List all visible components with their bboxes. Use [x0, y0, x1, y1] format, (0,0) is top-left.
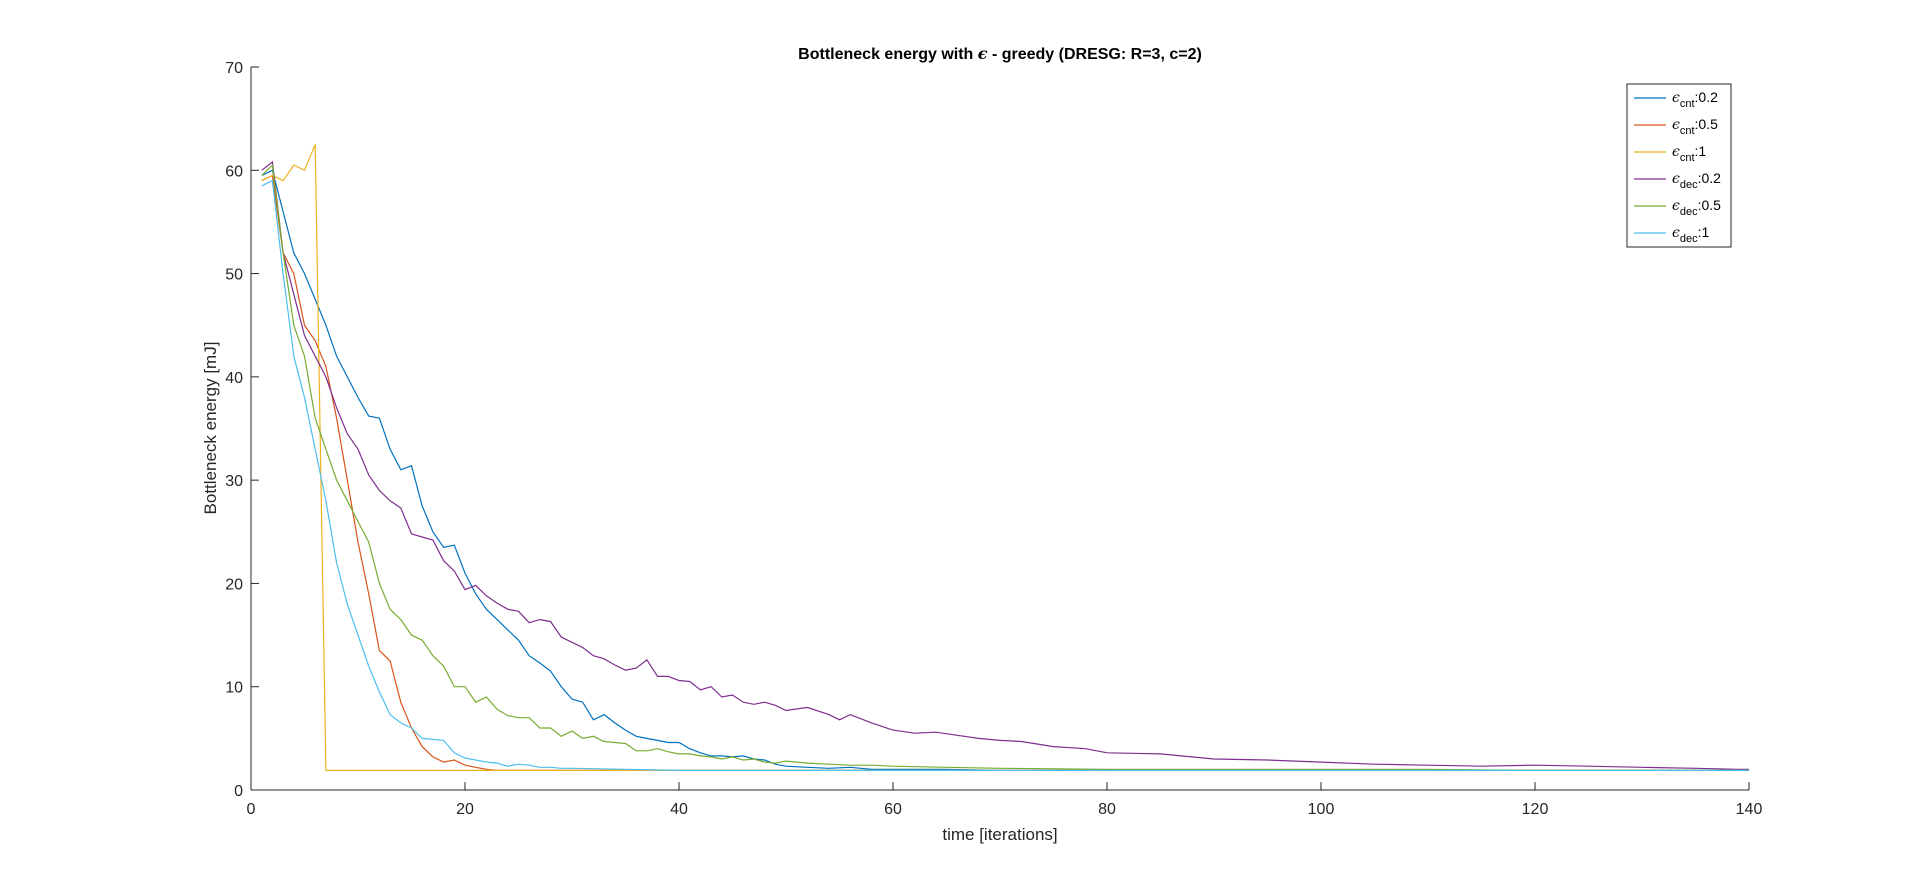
series-line-cnt-0_2 — [261, 169, 1749, 772]
x-tick-label: 120 — [1522, 801, 1549, 818]
x-axis-label: time [iterations] — [942, 825, 1057, 844]
chart-title: Bottleneck energy with ϵ - greedy (DRESG… — [798, 44, 1202, 63]
series-line-dec-0_5 — [261, 163, 1749, 772]
x-tick-label: 0 — [247, 801, 256, 818]
x-tick-label: 80 — [1098, 801, 1116, 818]
y-axis-label: Bottleneck energy [mJ] — [201, 342, 220, 515]
series-line-dec-1 — [261, 179, 1749, 772]
y-tick-label: 20 — [225, 576, 243, 593]
legend-entry: ϵdec:0.2 — [1672, 170, 1721, 191]
y-tick-label: 70 — [225, 60, 243, 77]
legend-entry: ϵcnt:0.2 — [1672, 89, 1718, 110]
series-line-dec-0_2 — [261, 160, 1749, 770]
y-tick-label: 0 — [234, 783, 243, 800]
y-tick-label: 50 — [225, 267, 243, 284]
plot-lines — [261, 144, 1749, 772]
legend-entry: ϵdec:0.5 — [1672, 197, 1721, 218]
title-suffix: - greedy (DRESG: R=3, c=2) — [988, 46, 1202, 63]
legend-entry: ϵcnt:0.5 — [1672, 116, 1718, 137]
title-prefix: Bottleneck energy with — [798, 46, 978, 63]
y-tick-label: 40 — [225, 370, 243, 387]
y-ticks: 0 10 20 30 40 50 60 70 — [225, 60, 259, 800]
y-tick-label: 30 — [225, 473, 243, 490]
x-tick-label: 40 — [670, 801, 688, 818]
x-tick-label: 20 — [456, 801, 474, 818]
y-tick-label: 60 — [225, 163, 243, 180]
x-tick-label: 140 — [1736, 801, 1763, 818]
axes-frame — [250, 67, 1749, 791]
y-tick-label: 10 — [225, 680, 243, 697]
legend-box — [1626, 83, 1732, 248]
x-tick-label: 100 — [1308, 801, 1335, 818]
legend-entry: ϵcnt:1 — [1672, 143, 1706, 164]
x-tick-label: 60 — [884, 801, 902, 818]
title-epsilon: ϵ — [978, 44, 988, 63]
legend-entry: ϵdec:1 — [1672, 224, 1709, 245]
x-ticks: 0 20 40 60 80 100 120 140 — [247, 782, 1763, 818]
legend: ϵcnt:0.2 ϵcnt:0.5 ϵcnt:1 ϵdec:0.2 ϵdec:0.5 ϵd… — [1626, 83, 1732, 248]
